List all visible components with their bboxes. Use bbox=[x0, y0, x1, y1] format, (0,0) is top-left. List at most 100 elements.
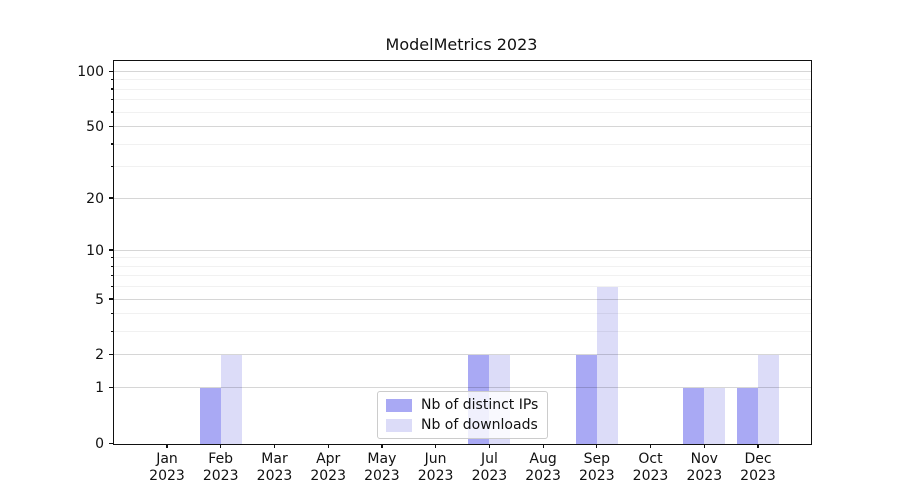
x-label-month: Aug bbox=[529, 451, 557, 467]
y-gridline-minor bbox=[114, 331, 811, 333]
x-label-year: 2023 bbox=[310, 468, 346, 484]
x-label-month: Mar bbox=[261, 451, 288, 467]
x-label-year: 2023 bbox=[256, 468, 293, 484]
bar-downloads bbox=[220, 355, 242, 444]
y-tick-minor bbox=[111, 257, 114, 259]
x-axis-tick-label: Aug 2023 bbox=[511, 451, 575, 485]
x-label-year: 2023 bbox=[632, 468, 669, 484]
y-tick-major bbox=[109, 70, 114, 72]
x-tick bbox=[703, 444, 705, 448]
y-axis-tick-label: 0 bbox=[95, 436, 104, 452]
y-axis-tick-label: 1 bbox=[95, 380, 104, 397]
y-tick-major bbox=[109, 386, 114, 389]
y-tick-minor bbox=[111, 78, 114, 81]
y-tick-minor bbox=[111, 143, 114, 145]
y-gridline-major bbox=[114, 125, 811, 127]
x-label-year: 2023 bbox=[149, 468, 185, 484]
legend-swatch-icon bbox=[386, 418, 412, 432]
x-label-month: Apr bbox=[316, 451, 341, 467]
y-axis-tick-label: 5 bbox=[95, 291, 104, 308]
x-tick bbox=[327, 444, 329, 448]
y-gridline-major bbox=[114, 298, 811, 300]
x-label-month: Jul bbox=[480, 451, 498, 467]
x-label-year: 2023 bbox=[578, 468, 615, 484]
x-tick bbox=[596, 444, 598, 448]
x-tick bbox=[488, 444, 491, 448]
x-label-month: Oct bbox=[638, 451, 663, 467]
y-gridline-major bbox=[114, 197, 811, 199]
y-gridline-minor bbox=[114, 99, 811, 101]
y-tick-minor bbox=[111, 330, 114, 333]
x-label-month: Sep bbox=[583, 451, 610, 467]
y-gridline-minor bbox=[114, 88, 811, 90]
y-gridline-minor bbox=[114, 257, 811, 259]
bar-downloads bbox=[757, 355, 779, 444]
x-axis-tick-label: Jun 2023 bbox=[404, 451, 468, 485]
x-label-year: 2023 bbox=[740, 468, 776, 484]
y-tick-minor bbox=[111, 111, 114, 113]
legend: Nb of distinct IPs Nb of downloads bbox=[377, 391, 549, 439]
y-gridline-minor bbox=[114, 166, 811, 168]
y-gridline-minor bbox=[114, 79, 811, 81]
legend-item-downloads: Nb of downloads bbox=[386, 417, 538, 433]
y-gridline-major bbox=[114, 354, 811, 356]
x-label-month: Feb bbox=[208, 451, 234, 467]
y-axis-tick-label: 100 bbox=[77, 63, 104, 80]
y-tick-minor bbox=[111, 285, 114, 288]
x-tick bbox=[757, 444, 759, 448]
bar-distinct-ips bbox=[683, 388, 705, 444]
x-tick bbox=[542, 444, 544, 448]
x-label-month: Nov bbox=[690, 451, 718, 467]
y-gridline-major bbox=[114, 70, 811, 72]
x-tick bbox=[166, 444, 168, 448]
y-axis-tick-label: 10 bbox=[86, 242, 104, 259]
y-gridline-minor bbox=[114, 286, 811, 288]
y-tick-major bbox=[109, 354, 114, 356]
x-label-year: 2023 bbox=[364, 468, 400, 484]
y-tick-major bbox=[109, 197, 114, 199]
y-tick-minor bbox=[111, 165, 114, 168]
x-tick bbox=[381, 444, 383, 448]
x-tick bbox=[273, 444, 276, 448]
x-label-year: 2023 bbox=[471, 468, 508, 484]
x-tick bbox=[435, 444, 437, 448]
x-axis-tick-label: Feb 2023 bbox=[189, 451, 253, 485]
y-axis-tick-label: 2 bbox=[95, 347, 104, 364]
legend-item-distinct-ips: Nb of distinct IPs bbox=[386, 397, 538, 413]
bar-downloads bbox=[596, 287, 618, 444]
legend-label: Nb of downloads bbox=[421, 417, 538, 433]
bar-downloads bbox=[704, 388, 726, 444]
x-label-month: Dec bbox=[744, 451, 772, 467]
y-tick-minor bbox=[111, 265, 114, 267]
y-gridline-minor bbox=[114, 111, 811, 113]
x-axis-tick-label: Mar 2023 bbox=[243, 451, 307, 485]
y-tick-major bbox=[109, 442, 114, 444]
y-tick-minor bbox=[111, 88, 114, 90]
y-tick-minor bbox=[111, 98, 114, 101]
x-label-month: May bbox=[367, 451, 397, 467]
x-label-year: 2023 bbox=[417, 468, 454, 484]
x-axis-tick-label: Jan 2023 bbox=[135, 451, 199, 485]
chart-title: ModelMetrics 2023 bbox=[385, 35, 538, 54]
y-tick-major bbox=[109, 125, 114, 127]
bar-distinct-ips bbox=[736, 388, 758, 444]
y-tick-major bbox=[109, 249, 114, 251]
x-label-month: Jan bbox=[156, 451, 178, 467]
x-tick bbox=[220, 444, 222, 448]
x-tick bbox=[649, 444, 652, 448]
x-label-year: 2023 bbox=[686, 468, 723, 484]
x-label-month: Jun bbox=[424, 451, 447, 467]
bar-distinct-ips bbox=[199, 388, 221, 444]
x-axis-tick-label: May 2023 bbox=[350, 451, 414, 485]
x-label-year: 2023 bbox=[525, 468, 561, 484]
legend-swatch-icon bbox=[386, 398, 412, 412]
bar-distinct-ips bbox=[575, 355, 597, 444]
y-tick-major bbox=[109, 298, 114, 300]
x-axis-tick-label: Apr 2023 bbox=[296, 451, 360, 485]
plot-area: 0 1 2 5 10 20 50 100 Jan 2023 Feb 2023 Mar 2023 Apr 202… bbox=[77, 60, 812, 484]
y-gridline-minor bbox=[114, 143, 811, 145]
y-gridline-minor bbox=[114, 313, 811, 315]
x-label-year: 2023 bbox=[202, 468, 239, 484]
y-tick-minor bbox=[111, 312, 114, 315]
